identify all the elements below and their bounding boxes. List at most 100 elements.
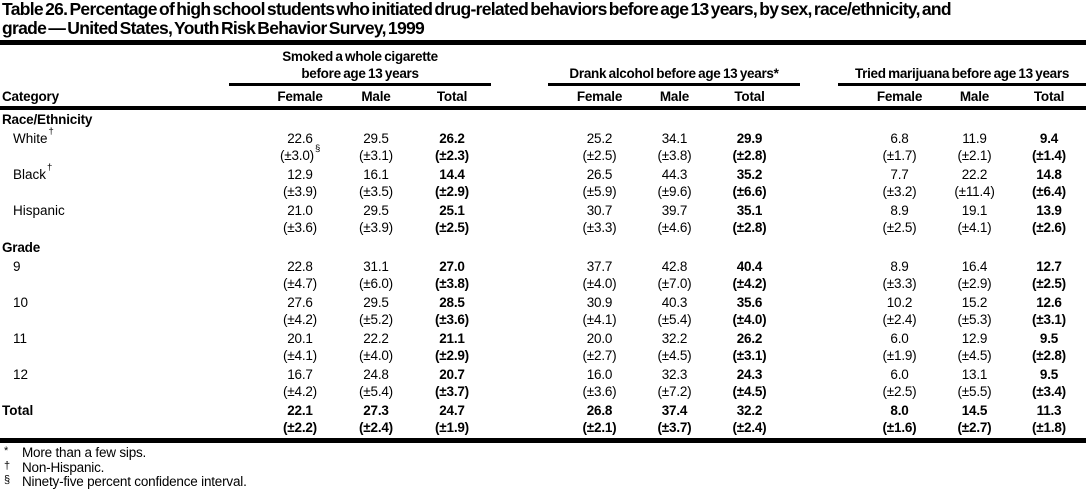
data-cell: 22.8 (±4.7) xyxy=(262,258,338,294)
cell-value: 30.9 xyxy=(586,295,613,310)
data-cell: 12.9 (±3.9) xyxy=(262,166,338,202)
data-cell: 20.1 (±4.1) xyxy=(262,330,338,366)
cell-value: 6.8 xyxy=(890,131,909,146)
data-cell: 39.7 (±4.6) xyxy=(637,202,712,238)
cell-confidence-interval: (±1.9) xyxy=(435,420,469,435)
cell-confidence-interval: (±2.4) xyxy=(882,312,917,327)
cell-value: 12.7 xyxy=(1036,259,1062,274)
cell-confidence-interval: (±3.8) xyxy=(435,276,469,291)
column-header-row: Category Female Male Total Female Male T… xyxy=(0,86,1086,106)
data-cell: 30.7 (±3.3) xyxy=(562,202,637,238)
cell-confidence-interval: (±3.1) xyxy=(1032,312,1066,327)
cell-confidence-interval: (±3.3) xyxy=(582,220,617,235)
cell-value: 32.2 xyxy=(736,403,763,418)
data-cell: 25.1 (±2.5) xyxy=(414,202,490,238)
cell-confidence-interval: (±2.5) xyxy=(882,220,917,235)
column-group-label: Tried marijuana before age 13 years xyxy=(854,66,1070,81)
cell-confidence-interval: (±6.6) xyxy=(732,184,767,199)
cell-value: 12.9 xyxy=(287,167,313,182)
footnote-text: More than a few sips. xyxy=(22,445,147,460)
cell-confidence-interval: (±2.9) xyxy=(435,348,469,363)
cell-confidence-interval: (±3.9) xyxy=(283,184,317,199)
cell-confidence-interval: (±3.5) xyxy=(359,184,393,199)
col-header-alc-total: Total xyxy=(734,89,765,104)
data-cell: 40.3 (±5.4) xyxy=(637,294,712,330)
cell-confidence-interval: (±2.6) xyxy=(1032,220,1066,235)
cell-value: 34.1 xyxy=(661,131,688,146)
cell-value: 11.3 xyxy=(1036,403,1062,418)
cell-confidence-interval: (±2.4) xyxy=(359,420,393,435)
cell-value: 21.1 xyxy=(439,331,465,346)
table-row: Hispanic 21.0 (±3.6) 29.5 (±3.9) 25.1 (±2.5) 30… xyxy=(0,202,1086,238)
cell-confidence-interval: (±4.1) xyxy=(582,312,617,327)
cell-value: 35.1 xyxy=(736,203,763,218)
cell-value: 40.3 xyxy=(661,295,688,310)
data-cell: 37.4 (±3.7) xyxy=(637,402,712,438)
cell-value: 27.6 xyxy=(287,295,313,310)
cell-confidence-interval: (±2.5) xyxy=(1032,276,1066,291)
data-cell: 21.1 (±2.9) xyxy=(414,330,490,366)
data-cell: 37.7 (±4.0) xyxy=(562,258,637,294)
table-row: 9 22.8 (±4.7) 31.1 (±6.0) 27.0 (±3.8) 37.7 (±4.0… xyxy=(0,258,1086,294)
cell-value: 16.0 xyxy=(586,367,613,382)
cell-value: 37.7 xyxy=(586,259,613,274)
row-label: Black† xyxy=(13,161,53,182)
data-cell: 14.4 (±2.9) xyxy=(414,166,490,202)
cell-confidence-interval: (±4.2) xyxy=(283,384,317,399)
column-group-marijuana: Tried marijuana before age 13 years xyxy=(838,45,1086,86)
column-group-cigarette: Smoked a whole cigarette before age 13 y… xyxy=(229,45,491,86)
col-header-cig-female: Female xyxy=(277,89,323,104)
cell-value: 16.7 xyxy=(287,367,313,382)
table-row: 10 27.6 (±4.2) 29.5 (±5.2) 28.5 (±3.6) 30.9 (±4.… xyxy=(0,294,1086,330)
cell-value: 22.6 xyxy=(287,131,313,146)
data-cell: 27.0 (±3.8) xyxy=(414,258,490,294)
cell-value: 20.7 xyxy=(439,367,465,382)
data-cell: 12.9 (±4.5) xyxy=(937,330,1012,366)
footnote: * More than a few sips. xyxy=(0,445,1086,461)
cell-value: 12.9 xyxy=(961,331,988,346)
cell-confidence-interval: (±2.4) xyxy=(732,420,767,435)
cell-confidence-interval: (±3.7) xyxy=(657,420,692,435)
cell-value: 9.5 xyxy=(1039,331,1059,346)
cell-value: 22.2 xyxy=(363,331,389,346)
cell-confidence-interval: (±2.9) xyxy=(957,276,992,291)
cell-confidence-interval: (±3.6) xyxy=(435,312,469,327)
footnote: § Ninety-five percent confidence interva… xyxy=(0,474,1086,490)
cell-confidence-interval: (±2.8) xyxy=(732,148,767,163)
row-label: 11 xyxy=(13,331,28,346)
row-label: Total xyxy=(2,403,34,418)
data-cell: 40.4 (±4.2) xyxy=(712,258,787,294)
cell-confidence-interval: (±6.0) xyxy=(359,276,393,291)
footnote: † Non-Hispanic. xyxy=(0,459,1086,476)
cell-confidence-interval: (±2.1) xyxy=(957,148,992,163)
data-cell: 42.8 (±7.0) xyxy=(637,258,712,294)
category-column-header: Category xyxy=(2,89,59,104)
data-cell: 25.2 (±2.5) xyxy=(562,130,637,166)
data-cell: 26.2 (±2.3) xyxy=(414,130,490,166)
header-rule xyxy=(0,106,1086,110)
col-header-alc-female: Female xyxy=(576,89,623,104)
bottom-rule xyxy=(0,438,1086,443)
cell-value: 30.7 xyxy=(586,203,613,218)
cell-value: 22.1 xyxy=(287,403,313,418)
column-group-header-row: Smoked a whole cigarette before age 13 y… xyxy=(0,45,1086,86)
data-cell: 9.4 (±1.4) xyxy=(1012,130,1086,166)
cell-value: 12.6 xyxy=(1036,295,1062,310)
cell-value: 26.5 xyxy=(586,167,613,182)
data-cell: 26.8 (±2.1) xyxy=(562,402,637,438)
cell-value: 7.7 xyxy=(890,167,909,182)
cell-confidence-interval: (±2.8) xyxy=(732,220,767,235)
cell-value: 20.1 xyxy=(287,331,313,346)
data-cell: 7.7 (±3.2) xyxy=(862,166,937,202)
cell-value: 24.3 xyxy=(736,367,763,382)
cell-confidence-interval: (±2.5) xyxy=(582,148,617,163)
data-cell: 22.2 (±11.4) xyxy=(937,166,1012,202)
cell-confidence-interval: (±4.5) xyxy=(657,348,692,363)
table-row: Black† 12.9 (±3.9) 16.1 (±3.5) 14.4 (±2.9) 26.5… xyxy=(0,161,1086,202)
data-cell: 24.3 (±4.5) xyxy=(712,366,787,402)
cell-value: 8.9 xyxy=(890,203,909,218)
footnote-text: Non-Hispanic. xyxy=(22,459,105,475)
data-cell: 19.1 (±4.1) xyxy=(937,202,1012,238)
data-cell: 6.8 (±1.7) xyxy=(862,130,937,166)
cell-value: 28.5 xyxy=(439,295,465,310)
